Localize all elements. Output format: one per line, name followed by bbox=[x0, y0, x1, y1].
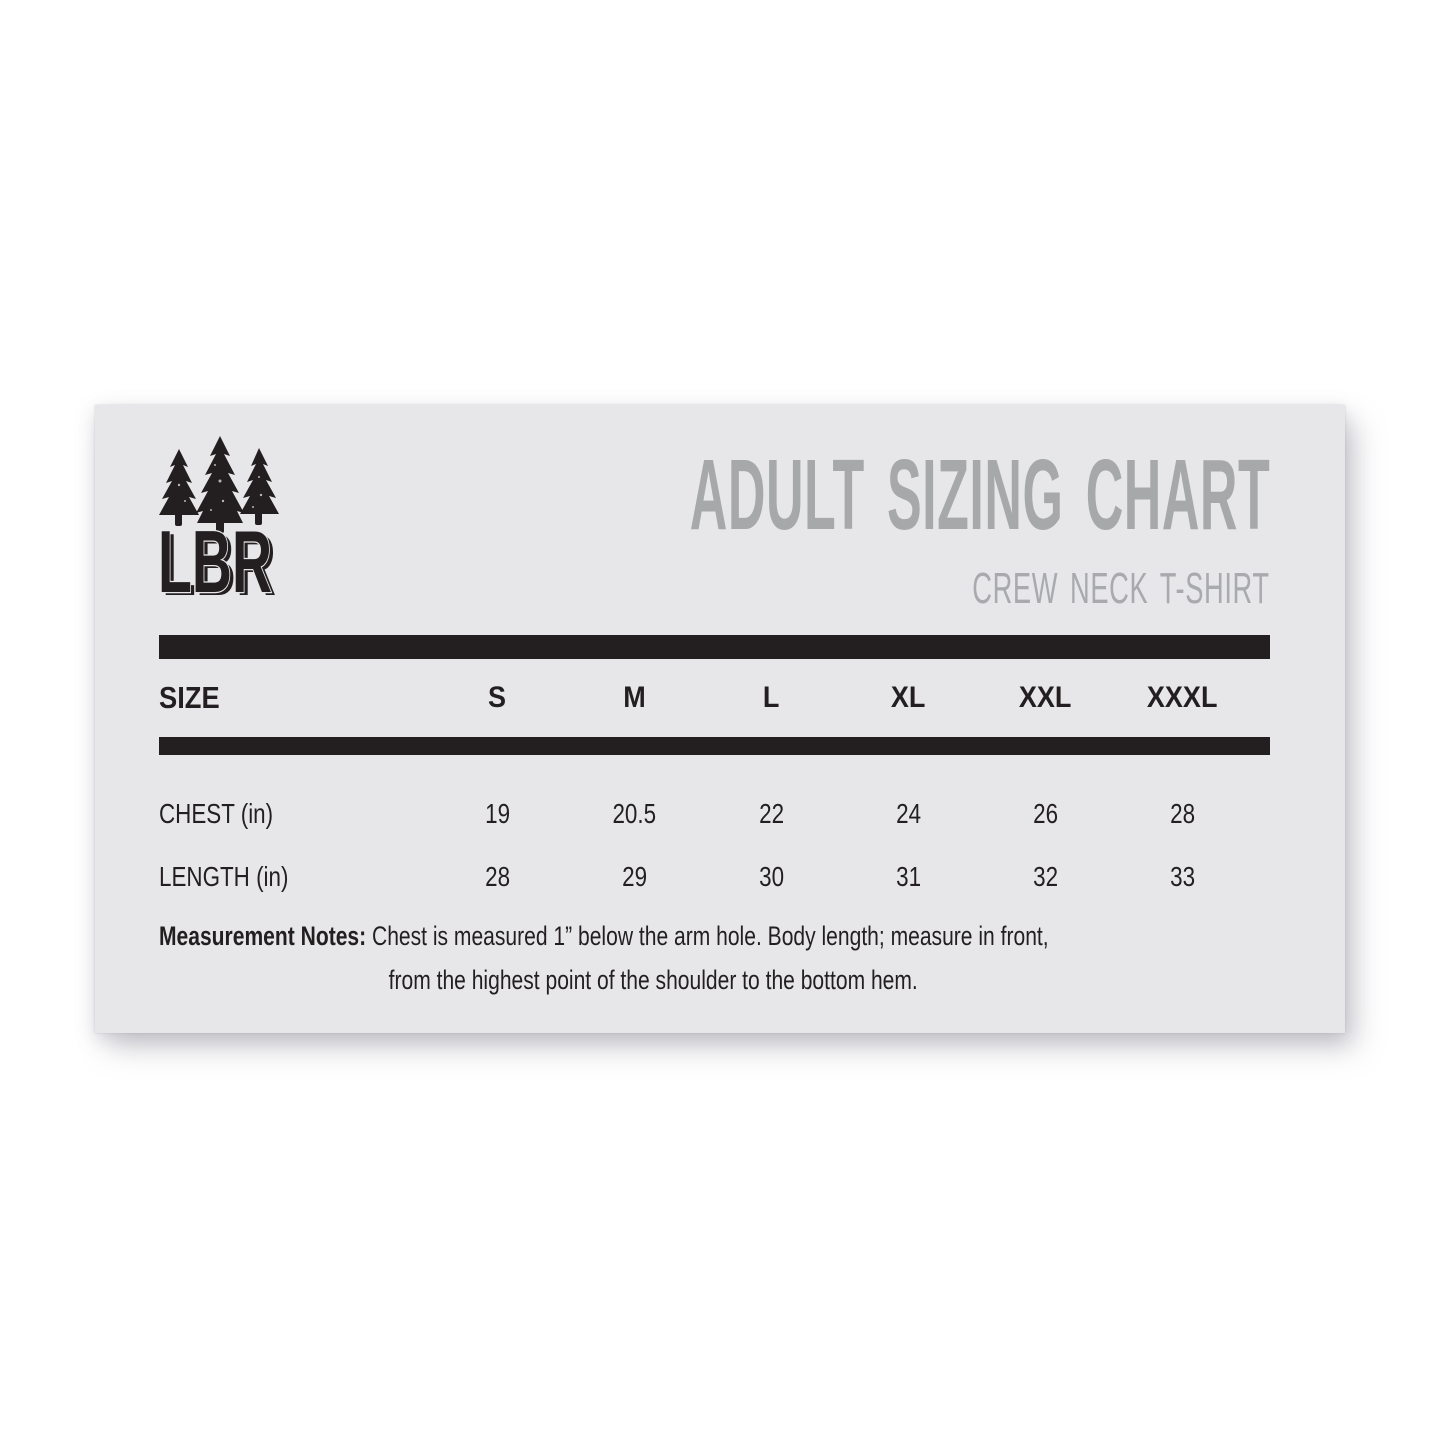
table-cell: 26 bbox=[1033, 797, 1058, 829]
divider-bar-bottom bbox=[159, 737, 1270, 755]
sizing-chart-card: LBR LBR ADULT SIZING CHART CREW NECK T-S… bbox=[95, 405, 1345, 1033]
table-cell: 22 bbox=[759, 797, 784, 829]
size-header-row: SIZE S M L XL XXL XXXL bbox=[159, 659, 1251, 737]
brand-initials: LBR bbox=[158, 512, 272, 599]
divider-bar-top bbox=[159, 635, 1270, 659]
row-label: CHEST (in) bbox=[159, 797, 274, 829]
measurement-notes-text: Chest is measured 1” below the arm hole.… bbox=[366, 921, 1049, 951]
table-cell: 20.5 bbox=[612, 797, 657, 829]
page-subtitle: CREW NECK T-SHIRT bbox=[972, 564, 1270, 613]
table-cell: 28 bbox=[1170, 797, 1195, 829]
size-header-label: SIZE bbox=[159, 680, 429, 716]
column-header-xl: XL bbox=[891, 681, 926, 714]
size-label-text: SIZE bbox=[159, 680, 220, 715]
measurement-notes-line2: from the highest point of the shoulder t… bbox=[388, 965, 918, 995]
row-label: LENGTH (in) bbox=[159, 860, 289, 892]
page-title: ADULT SIZING CHART bbox=[689, 439, 1270, 551]
column-header-xxl: XXL bbox=[1019, 681, 1072, 714]
table-cell: 30 bbox=[759, 860, 784, 892]
column-header-l: L bbox=[763, 681, 780, 714]
table-cell: 31 bbox=[896, 860, 921, 892]
table-cell: 24 bbox=[896, 797, 921, 829]
column-header-s: S bbox=[488, 681, 507, 714]
table-cell: 29 bbox=[622, 860, 647, 892]
table-cell: 33 bbox=[1170, 860, 1195, 892]
table-cell: 28 bbox=[485, 860, 510, 892]
brand-logo: LBR LBR bbox=[155, 435, 285, 614]
pine-trees-icon: LBR LBR bbox=[157, 436, 279, 614]
brand-initials-shadow: LBR bbox=[162, 515, 276, 599]
table-row-length: LENGTH (in) 28 29 30 31 32 33 bbox=[159, 845, 1251, 908]
column-header-xxxl: XXXL bbox=[1147, 681, 1218, 714]
table-cell: 19 bbox=[485, 797, 510, 829]
sizing-table: SIZE S M L XL XXL XXXL CHEST (in) 19 20.… bbox=[159, 635, 1270, 908]
table-row-chest: CHEST (in) 19 20.5 22 24 26 28 bbox=[159, 782, 1251, 845]
measurement-notes-line1: Measurement Notes: Chest is measured 1” … bbox=[159, 919, 1300, 953]
column-header-m: M bbox=[623, 681, 646, 714]
measurement-notes-label: Measurement Notes: bbox=[159, 921, 367, 951]
table-cell: 32 bbox=[1033, 860, 1058, 892]
